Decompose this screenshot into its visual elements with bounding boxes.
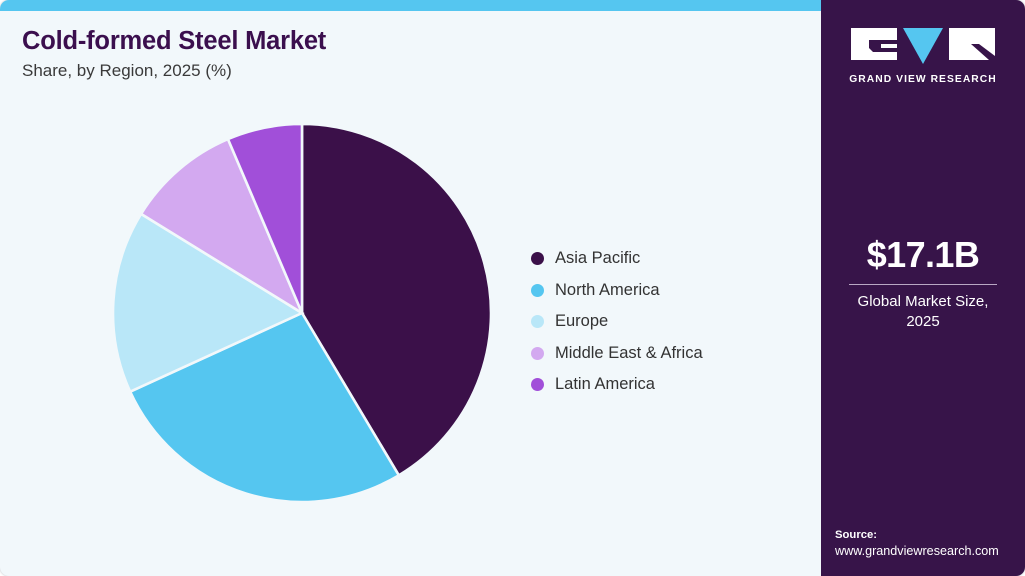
pie-slice [128,311,401,504]
pie-slice-group [111,122,493,504]
stat-caption: Global Market Size, 2025 [857,292,989,331]
page-title: Cold-formed Steel Market [22,27,327,55]
source-url: www.grandviewresearch.com [835,544,999,558]
source-label: Source: [835,528,878,541]
top-accent-bar [0,0,821,11]
legend-item-label: Europe [555,312,609,331]
gvr-logo-icon [851,28,995,64]
pie-chart-svg [111,122,493,504]
legend-item-label: Middle East & Africa [555,343,703,362]
legend-swatch-icon [531,252,544,266]
legend-item[interactable]: Latin America [531,369,703,401]
pie-slice [139,137,305,317]
chart-legend: Asia Pacific North America Europe Middle Ea… [531,243,703,401]
brand-logo: GRAND VIEW RESEARCH [821,26,1025,85]
legend-item-label: Asia Pacific [555,249,641,268]
legend-item[interactable]: Europe [531,306,703,338]
brand-logo-text: GRAND VIEW RESEARCH [849,74,997,85]
legend-item[interactable]: Middle East & Africa [531,338,703,370]
legend-item-label: Latin America [555,375,655,394]
legend-swatch-icon [531,378,544,392]
chart-panel: Cold-formed Steel Market Share, by Regio… [0,11,821,576]
pie-slice [226,122,304,314]
legend-swatch-icon [531,315,544,329]
legend-item[interactable]: Asia Pacific [531,243,703,275]
legend-item[interactable]: North America [531,275,703,307]
pie-slice [111,212,305,394]
stat-value: $17.1B [866,234,980,275]
legend-swatch-icon [531,283,544,297]
pie-slice [300,122,493,478]
page-subtitle: Share, by Region, 2025 (%) [22,61,232,80]
brand-panel: GRAND VIEW RESEARCH $17.1B Global Market… [821,0,1025,576]
stat-divider [849,283,997,285]
legend-item-label: North America [555,280,660,299]
legend-swatch-icon [531,346,544,360]
source-block: Source: www.grandviewresearch.com [835,527,1025,560]
pie-chart [107,118,497,508]
market-size-stat: $17.1B Global Market Size, 2025 [821,234,1025,332]
